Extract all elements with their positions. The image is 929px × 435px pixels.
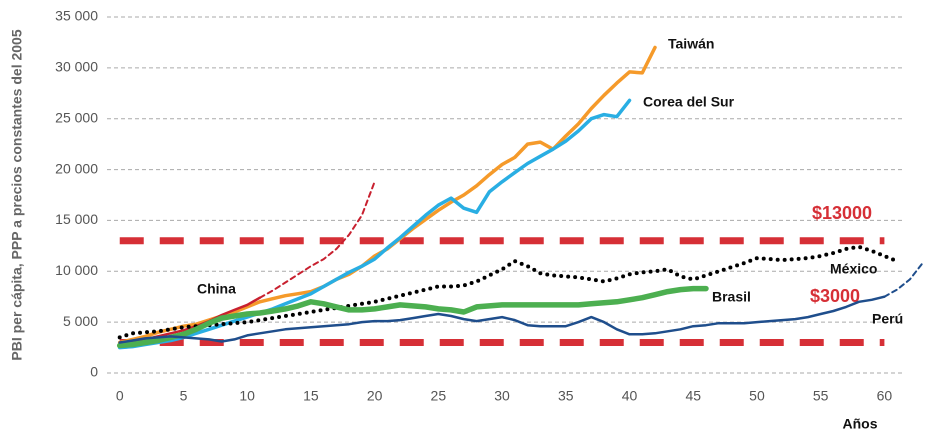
x-tick-label: 25 [431, 388, 447, 404]
series-line [883, 262, 924, 298]
x-tick-label: 60 [877, 388, 893, 404]
y-tick-label: 5 000 [63, 313, 98, 329]
x-tick-label: 35 [558, 388, 574, 404]
series-label: Brasil [712, 289, 751, 305]
series-line [118, 295, 886, 344]
y-tick-label: 20 000 [55, 160, 98, 176]
x-tick-label: 45 [685, 388, 701, 404]
series-line [117, 45, 657, 345]
series-line [258, 180, 376, 299]
x-tick-label: 5 [180, 388, 188, 404]
x-tick-label: 20 [367, 388, 383, 404]
x-tick-label: 50 [749, 388, 765, 404]
series-line [117, 244, 900, 340]
y-tick-label: 30 000 [55, 59, 98, 75]
x-tick-label: 0 [116, 388, 124, 404]
series-label: Taiwán [668, 36, 714, 52]
series-label: Perú [872, 311, 903, 327]
reference-label: $3000 [810, 286, 860, 306]
series-line [117, 98, 632, 350]
x-tick-label: 10 [239, 388, 255, 404]
series-label: Corea del Sur [643, 94, 735, 110]
x-axis-title: Años [843, 416, 878, 432]
series-label: China [197, 281, 236, 297]
x-tick-label: 30 [494, 388, 510, 404]
y-tick-label: 35 000 [55, 8, 98, 24]
y-tick-label: 0 [90, 364, 98, 380]
x-tick-label: 40 [622, 388, 638, 404]
reference-label: $13000 [812, 203, 872, 223]
y-axis-title: PBI per cápita, PPP a precios constantes… [9, 29, 25, 360]
x-tick-label: 55 [813, 388, 829, 404]
series-label: México [830, 261, 877, 277]
y-tick-label: 10 000 [55, 262, 98, 278]
series-line [116, 285, 709, 349]
y-tick-label: 15 000 [55, 211, 98, 227]
x-tick-label: 15 [303, 388, 319, 404]
y-tick-label: 25 000 [55, 109, 98, 125]
